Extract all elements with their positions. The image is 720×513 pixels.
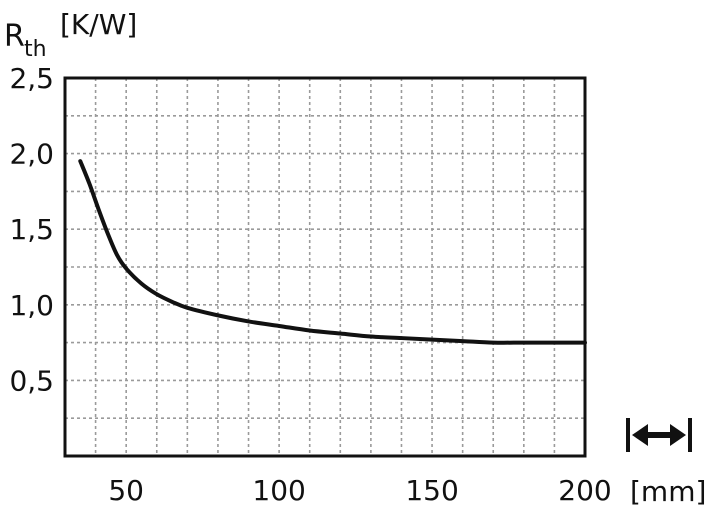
y-tick-label: 2,0: [9, 138, 54, 171]
y-tick-label: 2,5: [9, 62, 54, 95]
y-tick-label: 0,5: [9, 364, 54, 397]
x-tick-label: 100: [252, 474, 305, 507]
x-tick-label: 150: [405, 474, 458, 507]
y-tick-label: 1,5: [9, 213, 54, 246]
plot-frame: [63, 76, 587, 458]
y-axis-label-sub: th: [24, 37, 47, 62]
x-tick-label: 200: [558, 474, 611, 507]
tick-labels: 50 100 150 200 0,5 1,0 1,5 2,0 2,5: [9, 62, 611, 507]
x-tick-label: 50: [108, 474, 144, 507]
chart-grid: [65, 78, 585, 456]
y-axis-label-main: R: [4, 19, 25, 54]
double-arrow-icon: [626, 418, 692, 452]
x-axis-label: [mm]: [630, 475, 706, 508]
y-axis-label-unit: [K/W]: [60, 8, 137, 41]
series-group: [78, 159, 587, 345]
series-line: [78, 159, 587, 345]
y-tick-label: 1,0: [9, 289, 54, 322]
